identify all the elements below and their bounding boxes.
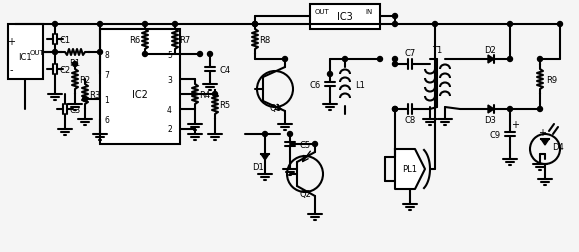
Circle shape <box>173 22 178 27</box>
Polygon shape <box>488 106 494 114</box>
Bar <box>310 5 380 30</box>
Text: +: + <box>7 37 15 47</box>
Text: Q2: Q2 <box>299 190 311 199</box>
Text: L1: L1 <box>355 80 365 89</box>
Circle shape <box>82 97 87 102</box>
Text: IC1: IC1 <box>18 52 32 61</box>
Text: D1: D1 <box>252 163 264 172</box>
Polygon shape <box>541 139 549 145</box>
Circle shape <box>72 62 78 67</box>
Circle shape <box>328 72 332 77</box>
Text: -: - <box>9 65 13 75</box>
Circle shape <box>252 22 258 27</box>
Circle shape <box>212 92 218 97</box>
Text: OUT: OUT <box>315 9 330 15</box>
Text: R4: R4 <box>199 90 211 99</box>
Text: 8: 8 <box>104 50 109 59</box>
Circle shape <box>393 22 398 27</box>
Circle shape <box>97 22 102 27</box>
Text: C5: C5 <box>299 140 310 149</box>
Text: R5: R5 <box>219 100 230 109</box>
Text: 6: 6 <box>104 115 109 124</box>
Circle shape <box>343 57 347 62</box>
Text: R3: R3 <box>89 90 101 99</box>
Bar <box>8 25 43 80</box>
Text: IC2: IC2 <box>132 90 148 100</box>
Circle shape <box>283 57 288 62</box>
Circle shape <box>288 132 292 137</box>
Text: R8: R8 <box>259 35 270 44</box>
Text: PL1: PL1 <box>402 165 417 174</box>
Circle shape <box>313 142 317 147</box>
Circle shape <box>207 52 212 57</box>
Text: C9: C9 <box>489 130 501 139</box>
Text: R9: R9 <box>547 75 558 84</box>
Circle shape <box>393 57 398 62</box>
Text: R6: R6 <box>129 35 141 44</box>
Circle shape <box>393 14 398 19</box>
Text: C8: C8 <box>404 115 416 124</box>
Text: C1: C1 <box>60 35 71 44</box>
Circle shape <box>142 22 148 27</box>
Bar <box>100 30 180 144</box>
Circle shape <box>393 107 398 112</box>
Circle shape <box>252 22 258 27</box>
Text: R7: R7 <box>179 35 190 44</box>
Circle shape <box>393 62 398 67</box>
Text: C7: C7 <box>404 48 416 57</box>
Text: D3: D3 <box>484 115 496 124</box>
Text: Q1: Q1 <box>269 103 281 112</box>
Circle shape <box>393 107 398 112</box>
Circle shape <box>53 22 57 27</box>
Circle shape <box>508 22 512 27</box>
Text: C6: C6 <box>309 80 321 89</box>
Text: R1: R1 <box>69 58 80 67</box>
Text: 7: 7 <box>104 70 109 79</box>
Circle shape <box>537 107 543 112</box>
Text: R2: R2 <box>79 75 90 84</box>
Text: 2: 2 <box>167 125 172 134</box>
Text: C2: C2 <box>60 65 71 74</box>
Text: D2: D2 <box>484 45 496 54</box>
Circle shape <box>142 52 148 57</box>
Polygon shape <box>488 56 494 64</box>
Circle shape <box>262 132 267 137</box>
Polygon shape <box>261 154 269 160</box>
Circle shape <box>97 50 102 55</box>
Text: T1: T1 <box>432 45 442 54</box>
Circle shape <box>508 57 512 62</box>
Circle shape <box>558 22 563 27</box>
Circle shape <box>433 22 438 27</box>
Circle shape <box>508 107 512 112</box>
Text: 1: 1 <box>104 95 109 104</box>
Text: 4: 4 <box>167 105 172 114</box>
Circle shape <box>378 57 383 62</box>
Text: C3: C3 <box>69 105 80 114</box>
Text: +: + <box>511 119 519 130</box>
Circle shape <box>53 50 57 55</box>
Polygon shape <box>395 149 425 189</box>
Circle shape <box>197 52 203 57</box>
Text: 3: 3 <box>167 75 172 84</box>
Text: OUT: OUT <box>30 50 45 56</box>
Text: IN: IN <box>366 9 373 15</box>
Circle shape <box>537 57 543 62</box>
Text: +: + <box>538 128 546 137</box>
Text: IC3: IC3 <box>337 12 353 22</box>
Text: 5: 5 <box>167 50 172 59</box>
Text: D4: D4 <box>552 143 564 152</box>
Text: C4: C4 <box>219 65 230 74</box>
